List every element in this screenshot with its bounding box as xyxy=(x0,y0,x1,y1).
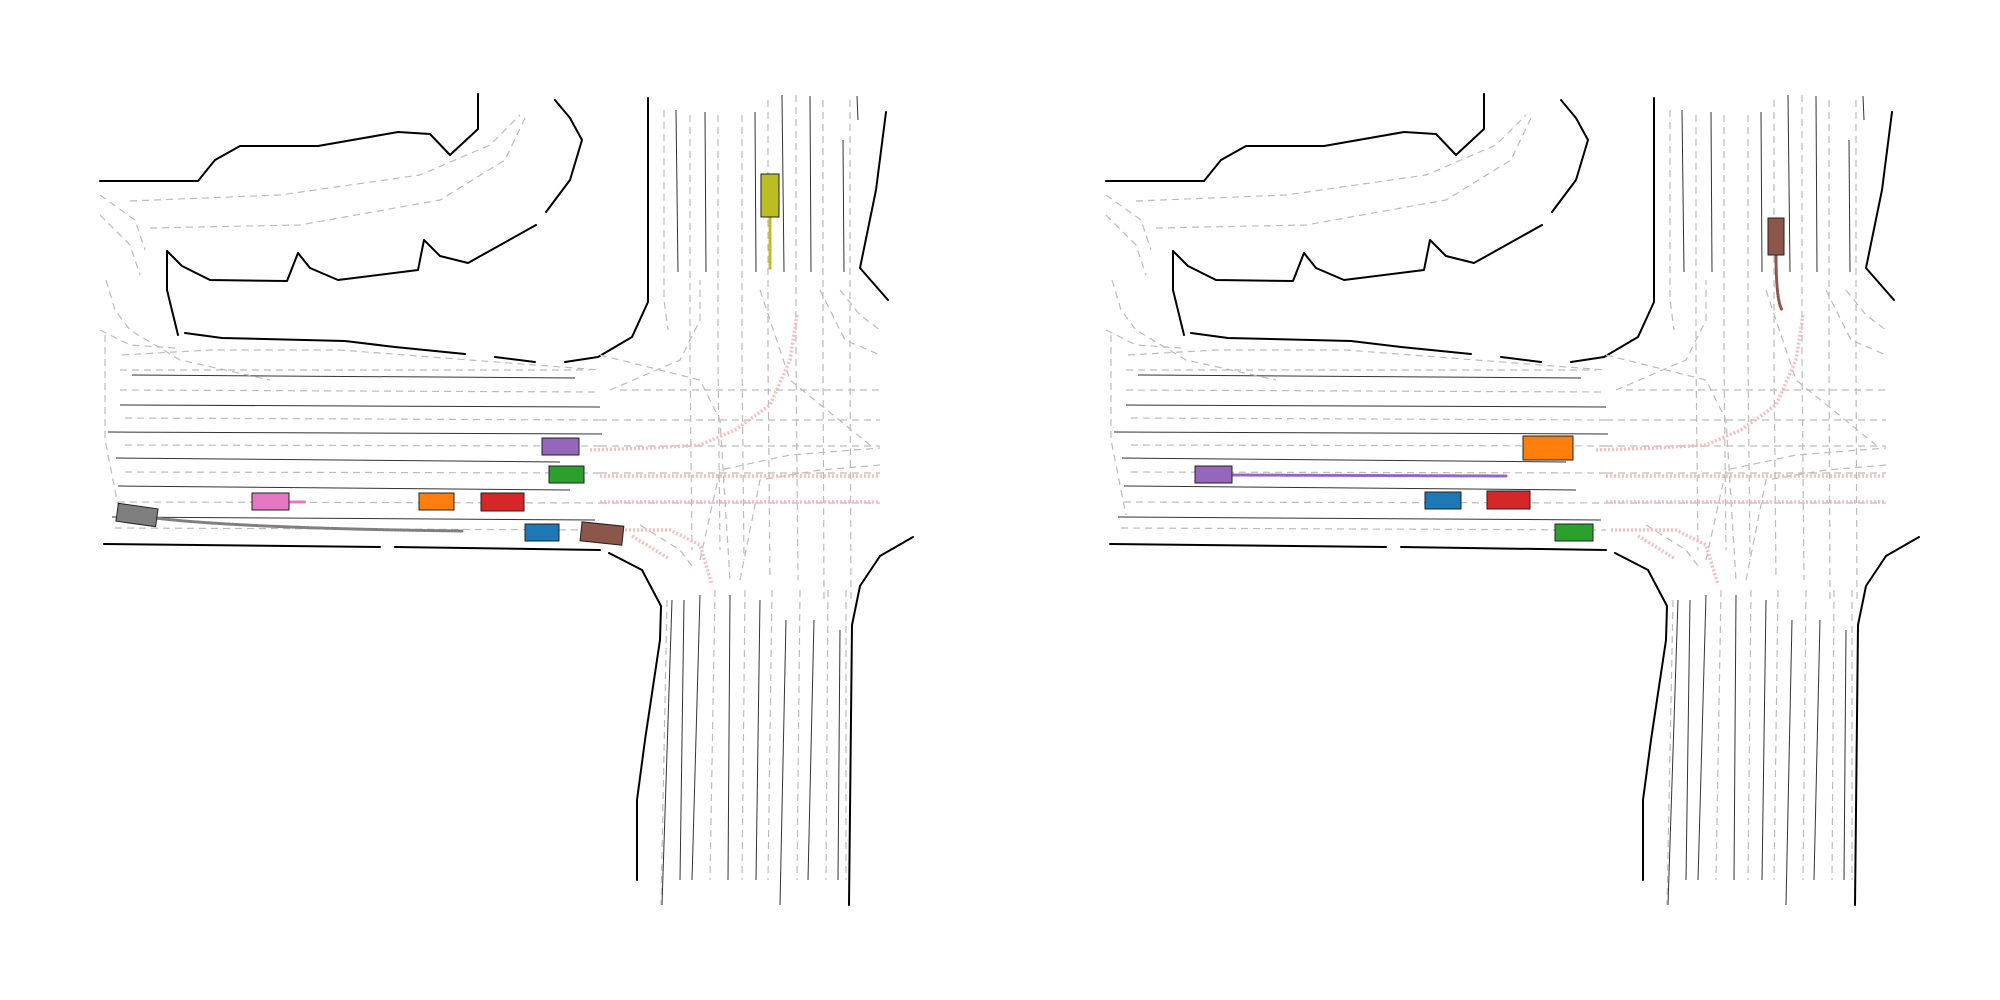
brown-vehicle xyxy=(579,521,625,546)
blue-vehicle xyxy=(524,523,560,542)
orange-vehicle xyxy=(418,492,455,511)
left-panel xyxy=(98,92,915,907)
green-vehicle xyxy=(1554,523,1594,542)
brown-vehicle-trajectory xyxy=(1774,252,1784,312)
left-vehicles xyxy=(115,173,780,546)
gray-vehicle-trajectory xyxy=(138,514,465,533)
blue-vehicle xyxy=(1424,491,1462,510)
brown-vehicle xyxy=(1767,217,1785,256)
right-vehicles xyxy=(1194,217,1785,542)
green-vehicle xyxy=(548,465,585,484)
olive-vehicle xyxy=(760,173,780,218)
gray-vehicle xyxy=(115,502,159,528)
pink-vehicle xyxy=(251,492,290,511)
purple-vehicle xyxy=(1194,465,1233,484)
red-vehicle xyxy=(480,492,525,512)
red-vehicle xyxy=(1486,490,1531,510)
purple-vehicle-trajectory xyxy=(1230,473,1508,478)
purple-vehicle xyxy=(541,437,580,456)
right-panel xyxy=(1104,92,1921,907)
orange-vehicle xyxy=(1522,435,1574,461)
